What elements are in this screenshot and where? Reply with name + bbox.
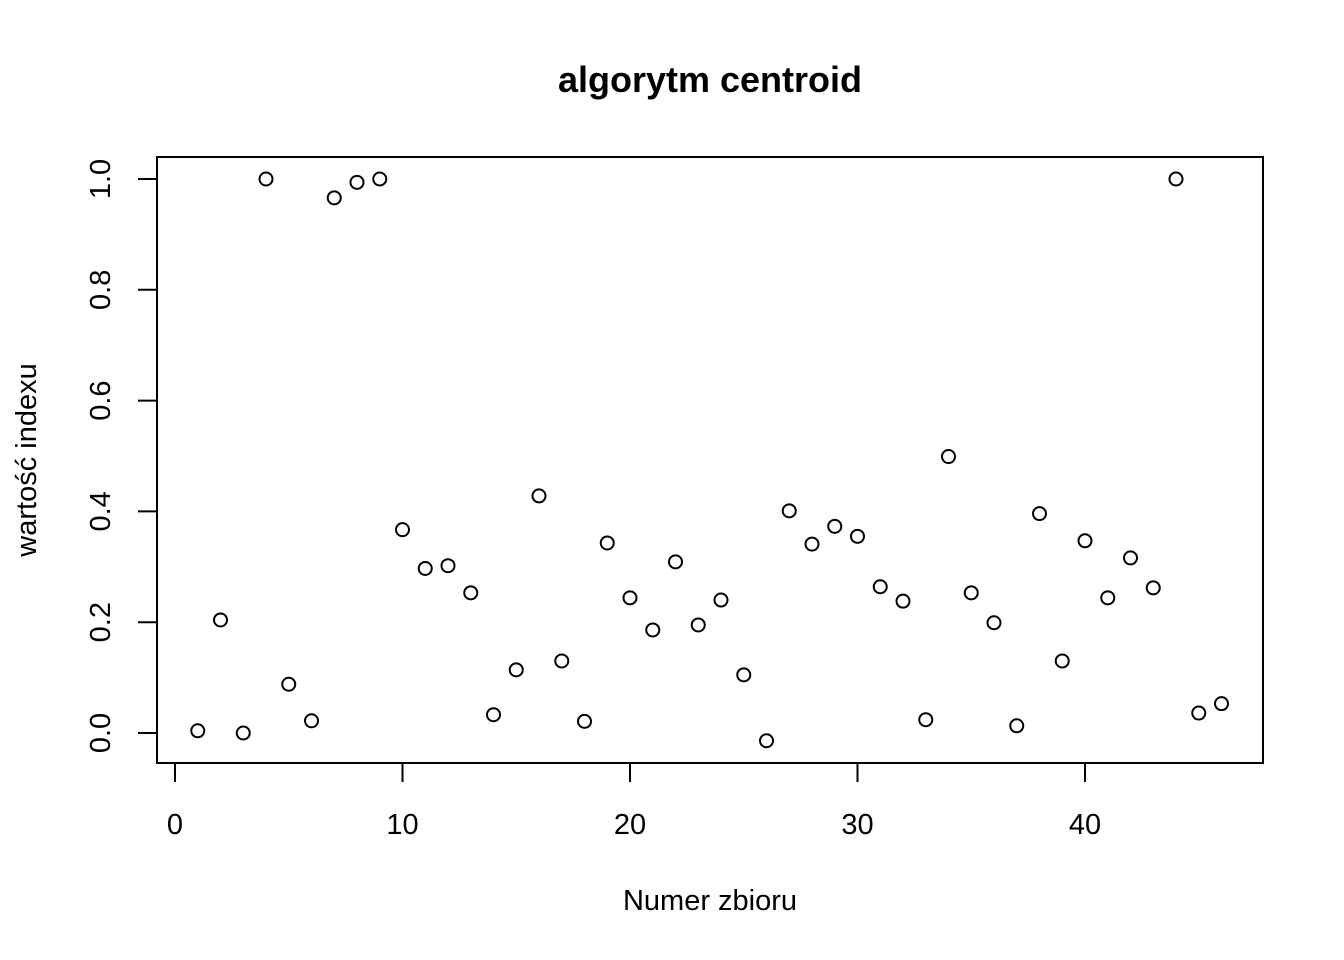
y-tick-label: 0.4 xyxy=(85,491,117,531)
data-point xyxy=(1032,506,1047,522)
data-point xyxy=(258,171,274,187)
data-point xyxy=(1123,550,1138,566)
data-point xyxy=(417,560,433,576)
data-point xyxy=(781,503,797,519)
data-point xyxy=(326,190,342,206)
y-axis-label: wartość indexu xyxy=(11,363,43,557)
data-point xyxy=(1100,590,1116,606)
data-point xyxy=(281,676,297,692)
data-point xyxy=(804,536,820,552)
data-point xyxy=(690,617,706,633)
chart-title: algorytm centroid xyxy=(558,59,862,100)
data-point xyxy=(599,535,615,551)
y-tick-label: 1.0 xyxy=(85,159,117,199)
data-point xyxy=(531,488,547,504)
x-tick-label: 20 xyxy=(614,809,646,841)
data-point xyxy=(1191,705,1207,721)
data-point xyxy=(1214,696,1229,712)
data-point xyxy=(486,707,501,723)
data-point xyxy=(713,592,729,608)
data-point xyxy=(941,449,956,465)
data-point xyxy=(872,579,888,595)
x-tick-label: 30 xyxy=(841,809,873,841)
data-point xyxy=(304,713,319,729)
data-point xyxy=(850,528,865,544)
data-point xyxy=(895,593,911,609)
data-point xyxy=(1077,533,1093,549)
data-point xyxy=(577,713,592,729)
y-tick-label: 0.2 xyxy=(85,602,117,642)
data-point xyxy=(1168,171,1184,187)
data-point xyxy=(372,171,388,187)
data-point xyxy=(349,174,365,190)
data-point xyxy=(645,622,661,638)
data-point xyxy=(1054,653,1070,669)
data-point xyxy=(918,712,934,728)
y-tick-label: 0.0 xyxy=(85,713,117,753)
y-tick-label: 0.8 xyxy=(85,270,117,310)
data-point xyxy=(508,662,524,678)
data-point xyxy=(1009,718,1025,734)
x-tick-label: 10 xyxy=(386,809,418,841)
data-point xyxy=(827,518,843,534)
data-point xyxy=(668,554,683,570)
data-point xyxy=(213,612,228,628)
x-tick-label: 40 xyxy=(1069,809,1101,841)
data-point xyxy=(463,585,479,601)
plot-frame xyxy=(156,156,1264,764)
x-axis-label: Numer zbioru xyxy=(623,885,797,917)
data-point xyxy=(1145,580,1161,596)
data-point xyxy=(440,558,456,574)
data-points xyxy=(190,171,1229,749)
y-tick-label: 0.6 xyxy=(85,380,117,420)
data-point xyxy=(190,723,206,739)
x-tick-label: 0 xyxy=(167,809,183,841)
data-point xyxy=(736,667,752,683)
y-axis: 0.0 0.2 0.4 0.6 0.8 1.0 xyxy=(85,159,158,753)
data-point xyxy=(759,733,774,749)
data-point xyxy=(235,725,251,741)
x-axis: 0 10 20 30 40 xyxy=(167,762,1101,841)
data-point xyxy=(554,653,570,669)
data-point xyxy=(395,522,410,538)
data-point xyxy=(963,585,979,601)
data-point xyxy=(622,590,638,606)
data-point xyxy=(986,615,1002,631)
